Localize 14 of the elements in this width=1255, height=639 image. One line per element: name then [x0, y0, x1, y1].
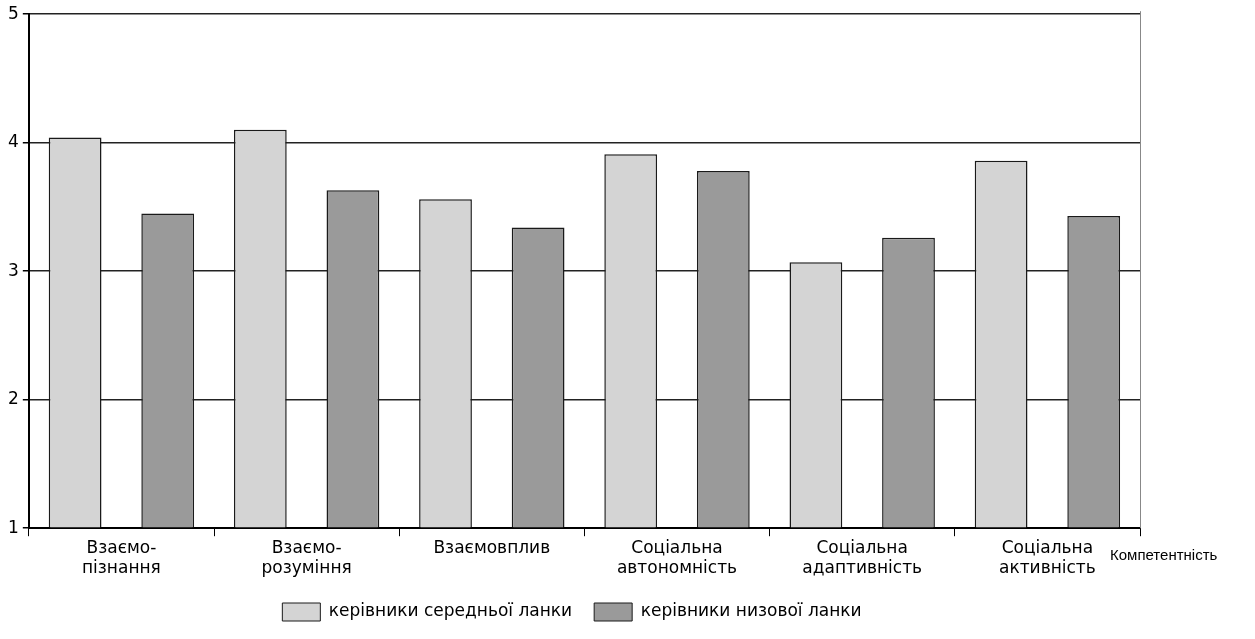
y-tick-label: 5	[7, 2, 19, 23]
y-tick-label: 2	[7, 388, 19, 409]
y-tick-label: 4	[7, 131, 19, 152]
x-tick-label: Взаємо-розуміння	[261, 536, 352, 578]
x-tick-label: Взаємовплив	[433, 536, 551, 557]
x-tick-label: Соціальна активність	[999, 536, 1096, 578]
y-tick-label: 3	[7, 259, 19, 280]
legend-label: керівники низової ланки	[640, 600, 862, 621]
x-tick-label: Взаємо-пізнання	[81, 536, 161, 578]
x-tick-label: Соціальна автономність	[616, 536, 738, 578]
y-tick-label: 1	[7, 516, 19, 537]
legend-label: керівники середньої ланки	[328, 600, 573, 621]
x-axis-title: Компетентність	[1110, 545, 1218, 563]
x-tick-label: Соціальна адаптивність	[802, 536, 923, 578]
